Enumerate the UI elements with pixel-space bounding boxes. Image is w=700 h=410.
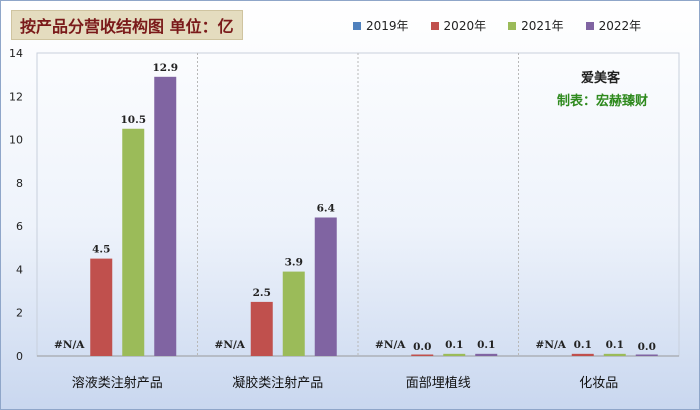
data-label: #N/A <box>54 339 85 351</box>
legend-swatch-2022 <box>585 21 594 30</box>
data-label: 2.5 <box>253 287 271 299</box>
data-label: 12.9 <box>152 62 178 74</box>
data-label: 10.5 <box>120 114 146 126</box>
y-tick-label: 12 <box>9 90 23 103</box>
legend-swatch-2021 <box>508 21 517 30</box>
y-tick-label: 2 <box>16 307 23 320</box>
bar <box>282 271 305 356</box>
bar <box>411 354 434 356</box>
data-label: 0.0 <box>413 341 431 353</box>
data-label: 3.9 <box>285 257 303 269</box>
legend-item-2021: 2021年 <box>508 17 564 34</box>
watermark: 爱美客 制表：宏赫臻财 <box>557 67 648 109</box>
bar <box>122 128 145 356</box>
legend: 2019年 2020年 2021年 2022年 <box>353 17 663 34</box>
category-label: 凝胶类注射产品 <box>232 375 323 391</box>
bar <box>154 76 177 357</box>
legend-label-2020: 2020年 <box>443 19 487 33</box>
bar <box>475 353 498 356</box>
data-label: 0.1 <box>574 339 592 351</box>
legend-label-2021: 2021年 <box>521 19 564 33</box>
watermark-author: 制表：宏赫臻财 <box>557 94 649 109</box>
data-label: 0.1 <box>606 339 624 351</box>
legend-item-2022: 2022年 <box>585 17 642 34</box>
y-tick-label: 10 <box>9 134 23 147</box>
data-label: 0.0 <box>638 341 656 353</box>
category-label: 化妆品 <box>579 376 618 391</box>
category-label: 面部埋植线 <box>406 376 471 391</box>
data-label: 6.4 <box>317 202 335 214</box>
bar <box>250 301 273 356</box>
bar <box>443 353 466 356</box>
data-label: 0.1 <box>477 339 495 351</box>
legend-swatch-2020 <box>430 21 439 30</box>
data-label: #N/A <box>536 339 567 351</box>
legend-label-2019: 2019年 <box>366 19 409 33</box>
y-tick-label: 0 <box>16 350 23 363</box>
data-label: #N/A <box>215 339 246 351</box>
data-label: 0.1 <box>445 339 463 351</box>
y-tick-label: 14 <box>9 47 23 60</box>
legend-item-2020: 2020年 <box>430 17 487 34</box>
legend-swatch-2019 <box>353 21 361 30</box>
bar <box>635 354 658 356</box>
watermark-company: 爱美客 <box>581 71 621 86</box>
y-tick-label: 6 <box>16 220 23 233</box>
data-label: #N/A <box>375 339 406 351</box>
category-label: 溶液类注射产品 <box>72 375 163 391</box>
bar <box>90 258 113 356</box>
legend-item-2019: 2019年 <box>353 17 409 34</box>
y-tick-label: 4 <box>16 263 23 276</box>
data-label: 4.5 <box>92 244 110 256</box>
legend-label-2022: 2022年 <box>598 19 642 33</box>
y-tick-label: 8 <box>16 177 23 190</box>
bar <box>603 353 626 356</box>
chart-title: 按产品分营收结构图 单位：亿 <box>11 10 243 40</box>
bar <box>571 353 594 356</box>
bar <box>314 217 337 356</box>
